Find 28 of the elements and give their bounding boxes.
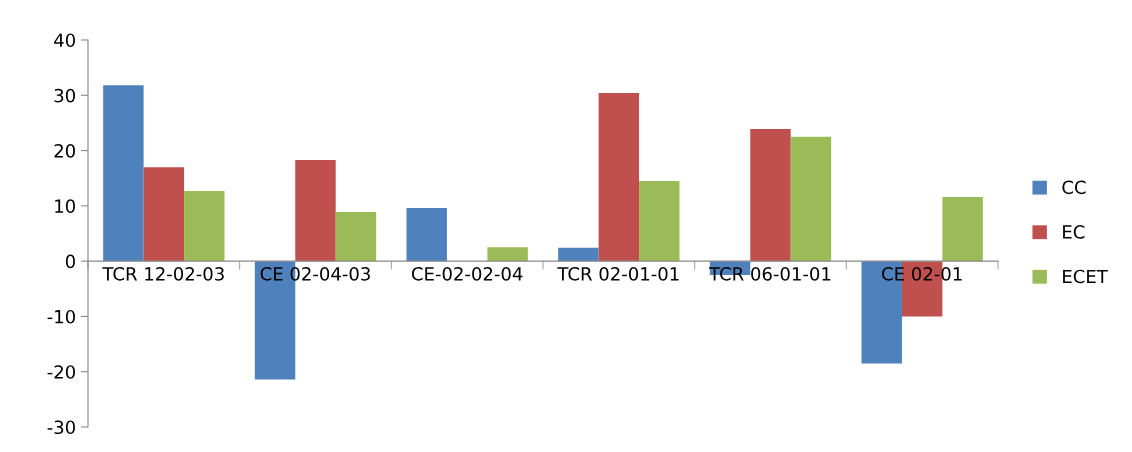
x-tick-label: TCR 02-01-01 <box>557 267 679 281</box>
y-tick-label: 30 <box>54 88 75 103</box>
legend-label: ECET <box>1063 269 1108 284</box>
bar <box>790 136 832 262</box>
y-tick-label: 10 <box>55 199 75 213</box>
bar <box>295 159 336 262</box>
bar <box>143 167 185 262</box>
legend-label: CC <box>1062 180 1086 195</box>
x-tick-label: CE-02-02-04 <box>411 267 523 281</box>
bar <box>335 211 377 262</box>
bar <box>750 129 791 262</box>
y-tick-label: 40 <box>54 33 75 48</box>
y-tick-label: -10 <box>47 309 75 324</box>
bar <box>942 197 983 262</box>
bar <box>639 180 680 262</box>
bar <box>406 208 447 262</box>
bar <box>184 190 225 262</box>
bar <box>103 85 144 262</box>
x-tick-label: TCR 12-02-03 <box>102 267 224 281</box>
y-tick-label: -20 <box>47 365 75 379</box>
bar <box>558 247 599 262</box>
bar <box>598 93 640 262</box>
y-tick-label: 0 <box>65 254 75 269</box>
bar <box>487 247 528 262</box>
y-tick-label: -30 <box>47 420 75 435</box>
legend-label: EC <box>1063 225 1085 239</box>
bar <box>861 261 902 364</box>
y-tick-label: 20 <box>54 144 75 158</box>
